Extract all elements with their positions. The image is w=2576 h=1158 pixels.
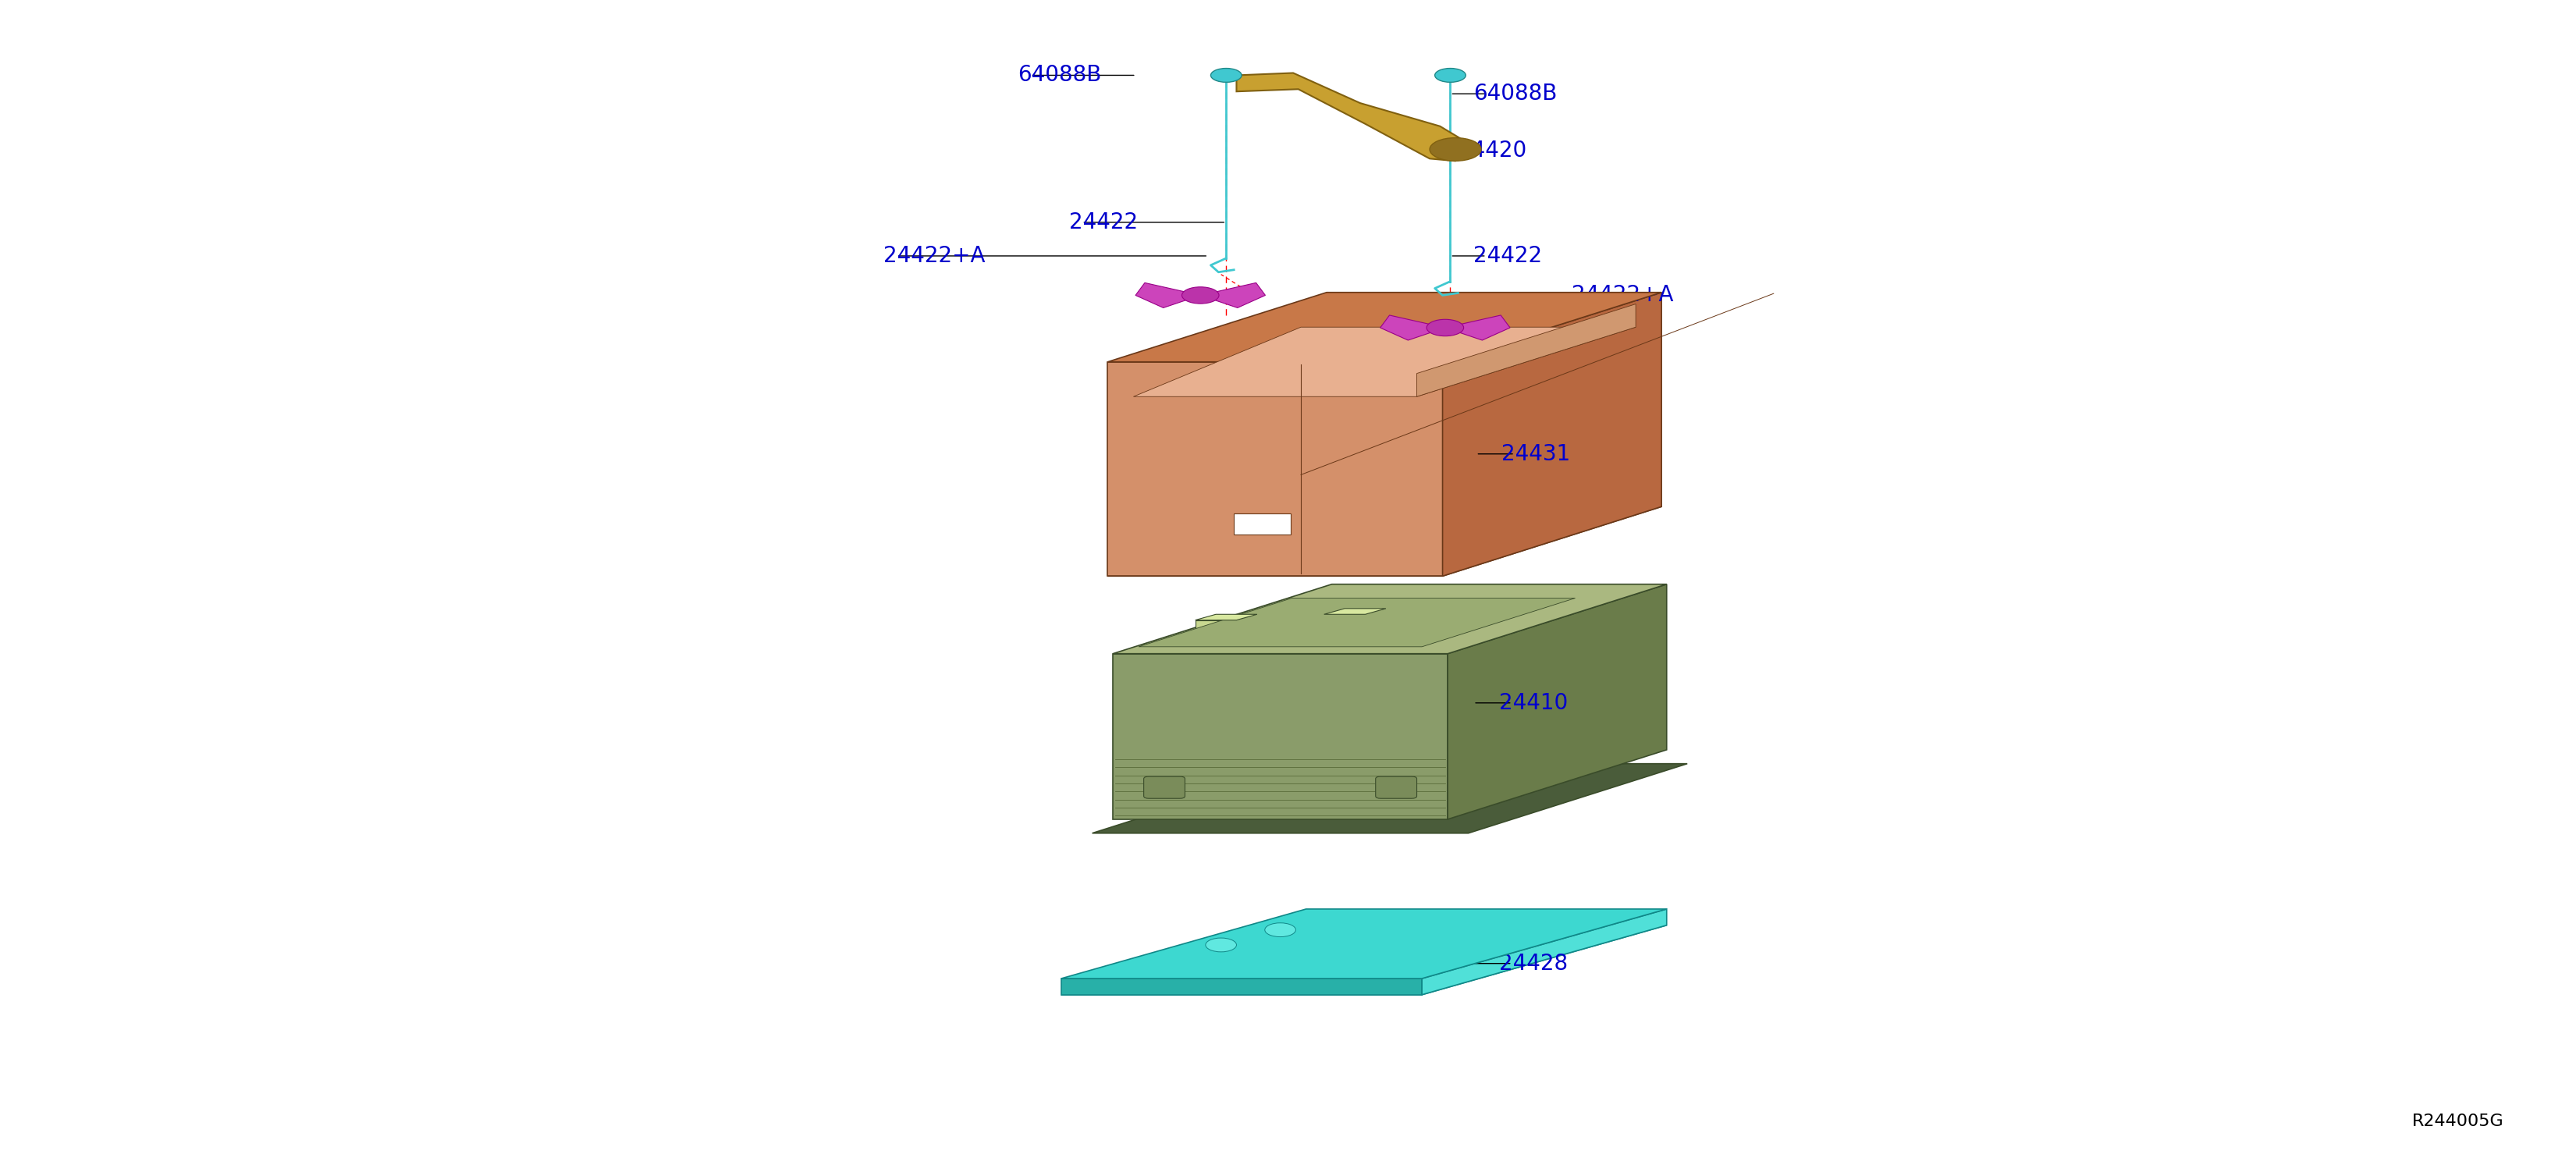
Polygon shape	[1061, 925, 1667, 995]
Polygon shape	[1381, 315, 1445, 340]
Text: 24422+A: 24422+A	[884, 245, 987, 266]
Text: 24422: 24422	[1473, 245, 1543, 266]
Polygon shape	[1365, 609, 1386, 639]
Polygon shape	[1195, 621, 1236, 646]
Circle shape	[1427, 320, 1463, 336]
Polygon shape	[1422, 909, 1667, 995]
FancyBboxPatch shape	[1144, 777, 1185, 799]
Circle shape	[1211, 68, 1242, 82]
Polygon shape	[1113, 653, 1448, 820]
Polygon shape	[1324, 614, 1365, 639]
Polygon shape	[1108, 292, 1662, 361]
Polygon shape	[1445, 315, 1510, 340]
Polygon shape	[1108, 507, 1662, 577]
Polygon shape	[1108, 361, 1443, 577]
Polygon shape	[1448, 584, 1667, 820]
Polygon shape	[1133, 327, 1636, 397]
Polygon shape	[1324, 609, 1386, 614]
Circle shape	[1206, 938, 1236, 952]
Text: 24422: 24422	[1069, 212, 1139, 233]
Polygon shape	[1236, 73, 1471, 161]
Polygon shape	[1443, 292, 1662, 577]
Polygon shape	[1195, 614, 1257, 621]
Polygon shape	[1136, 283, 1200, 308]
Polygon shape	[1092, 764, 1687, 834]
Text: 64088B: 64088B	[1473, 83, 1558, 104]
Polygon shape	[1061, 909, 1667, 979]
Text: 24431: 24431	[1502, 444, 1571, 464]
FancyBboxPatch shape	[1376, 777, 1417, 799]
Polygon shape	[1061, 979, 1422, 995]
Circle shape	[1435, 68, 1466, 82]
Polygon shape	[1417, 305, 1636, 397]
Circle shape	[1430, 138, 1481, 161]
Text: 24420: 24420	[1458, 140, 1528, 161]
Polygon shape	[1113, 584, 1667, 653]
Text: 24428: 24428	[1499, 953, 1569, 974]
Text: 24410: 24410	[1499, 692, 1569, 713]
Text: R244005G: R244005G	[2411, 1114, 2504, 1129]
Bar	[1234, 514, 1291, 535]
Circle shape	[1265, 923, 1296, 937]
Polygon shape	[1200, 283, 1265, 308]
Text: 64088B: 64088B	[1018, 65, 1103, 86]
Circle shape	[1182, 287, 1218, 303]
Polygon shape	[1236, 614, 1257, 646]
Polygon shape	[1139, 599, 1577, 646]
Text: 24422+A: 24422+A	[1571, 285, 1674, 306]
